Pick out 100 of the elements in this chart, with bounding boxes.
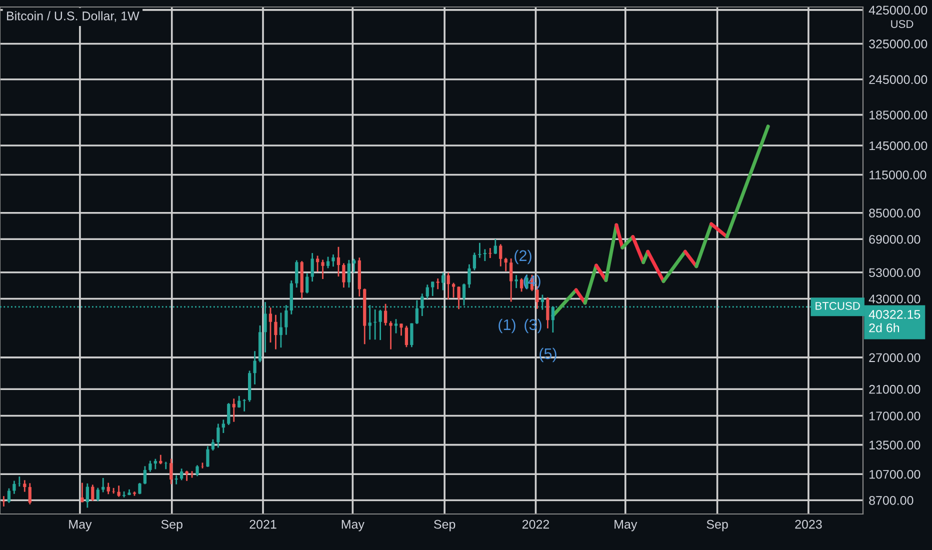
candlestick [404, 325, 408, 348]
candlestick [222, 418, 225, 434]
annotation: (2) [514, 250, 532, 264]
candlestick [478, 242, 482, 259]
y-tick-label: 185000.00 [870, 110, 928, 120]
y-tick-label: 10700.00 [870, 470, 920, 479]
y-tick-label: 53000.00 [869, 268, 920, 278]
candlestick [316, 255, 320, 272]
y-tick-label: 17000.00 [870, 412, 920, 420]
y-tick-label: 8700.00 [869, 496, 914, 505]
y-tick-label: 69000.00 [869, 234, 920, 244]
candlestick [499, 243, 502, 268]
candlestick [211, 438, 215, 452]
candlestick [164, 461, 168, 470]
candlestick [378, 309, 382, 341]
y-tick-label: 43000.00 [868, 294, 920, 304]
candlestick [510, 258, 513, 302]
y-tick-label: 425000.00 [868, 6, 928, 15]
candlestick [227, 402, 230, 426]
candlestick [196, 464, 199, 477]
candlestick [520, 278, 524, 292]
candlestick [138, 482, 142, 495]
candlestick [431, 280, 434, 297]
x-tick-label: 2022 [522, 520, 550, 529]
candlestick [106, 482, 110, 495]
y-tick-label: 145000.00 [870, 141, 928, 150]
candlestick [415, 300, 418, 325]
candlestick [185, 470, 188, 482]
x-tick-label: Sep [706, 520, 728, 532]
candlestick [446, 272, 450, 300]
candlestick [268, 306, 272, 344]
candlestick [86, 482, 89, 508]
candlestick [148, 460, 152, 473]
candlestick [483, 248, 486, 262]
candlestick [342, 262, 346, 288]
x-tick-label: May [614, 520, 638, 532]
candlestick [143, 465, 147, 485]
candlestick [472, 252, 476, 271]
text: USD [891, 20, 914, 28]
candlestick [306, 272, 309, 294]
candlestick [80, 482, 84, 503]
text: 40322.15 [868, 310, 920, 319]
candlestick [91, 484, 94, 502]
candlestick [504, 257, 508, 272]
y-tick-label: 21000.00 [869, 384, 920, 394]
candlestick [514, 274, 518, 289]
candlestick [159, 454, 162, 465]
y-tick-label: 85000.00 [869, 208, 920, 218]
candlestick [326, 256, 330, 269]
candlestick [410, 322, 414, 348]
candlestick [117, 484, 120, 498]
candlestick [170, 458, 173, 485]
candlestick [174, 474, 178, 486]
candlestick [279, 312, 283, 348]
x-tick-label: 2023 [795, 520, 822, 529]
candlestick [394, 318, 398, 334]
candlestick [295, 260, 298, 288]
candlestick [384, 303, 388, 326]
candlestick [206, 446, 210, 468]
candlestick [442, 272, 445, 291]
candlestick [112, 487, 116, 494]
candlestick [468, 264, 471, 289]
candlestick [96, 487, 100, 502]
candlestick [7, 488, 11, 504]
candlestick [12, 480, 16, 495]
x-tick-label: Sep [161, 520, 182, 532]
candlestick [347, 259, 351, 288]
candlestick [23, 479, 26, 493]
text: 2d 6h [869, 323, 900, 332]
candlestick [274, 314, 278, 350]
candlestick [310, 252, 314, 282]
y-tick-label: 13500.00 [870, 440, 920, 450]
candlestick [426, 284, 429, 300]
candlestick [242, 398, 246, 412]
x-tick-label: May [342, 520, 364, 532]
candlestick [352, 258, 356, 274]
candlestick [436, 278, 440, 290]
candlestick [232, 398, 236, 423]
y-tick-label: 325000.00 [869, 40, 928, 48]
x-tick-label: 2021 [250, 520, 276, 529]
candlestick [389, 320, 392, 350]
chart-title: Bitcoin / U.S. Dollar, 1W [7, 11, 140, 22]
candlestick [400, 322, 403, 336]
ref-line-label: BTCUSD [816, 302, 860, 310]
candlestick [336, 246, 340, 278]
candlestick [216, 423, 220, 448]
y-tick-label: 245000.00 [869, 75, 928, 84]
candlestick [321, 259, 324, 280]
candlestick [546, 296, 550, 330]
candlestick [452, 282, 456, 298]
x-tick-label: Sep [434, 520, 456, 532]
candlestick [457, 286, 460, 310]
x-tick-label: May [69, 520, 92, 532]
candlestick [154, 458, 157, 470]
candlestick [180, 468, 184, 481]
candlestick [2, 495, 6, 508]
candlestick [332, 254, 335, 268]
y-tick-label: 27000.00 [869, 353, 920, 362]
annotation: (1) [498, 318, 516, 334]
y-tick-label: 115000.00 [870, 170, 926, 180]
